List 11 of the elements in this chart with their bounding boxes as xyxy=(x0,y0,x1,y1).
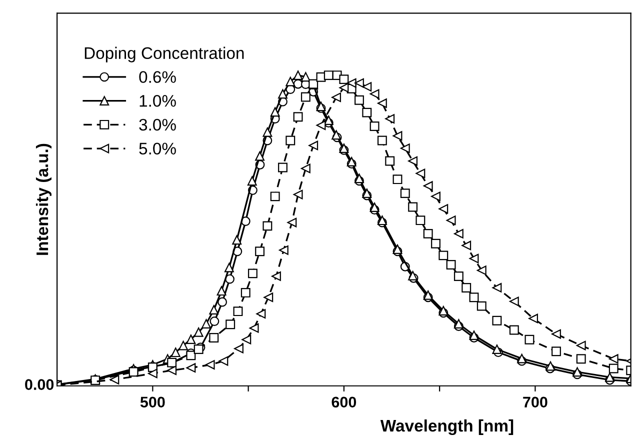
y-axis-title: Intensity (a.u.) xyxy=(36,144,52,255)
x-tick-label: 500 xyxy=(140,396,165,408)
text: 0.00 xyxy=(25,379,54,390)
legend-title: Doping Concentration xyxy=(84,46,244,62)
x-tick-label: 700 xyxy=(523,396,548,408)
legend-label: 3.0% xyxy=(139,118,176,131)
legend-label: 1.0% xyxy=(140,94,176,107)
legend-label: 0.6% xyxy=(139,71,176,83)
x-axis-title: Wavelength [nm] xyxy=(380,419,514,436)
legend-label: 5.0% xyxy=(139,142,176,155)
x-tick-label: 600 xyxy=(332,396,356,408)
